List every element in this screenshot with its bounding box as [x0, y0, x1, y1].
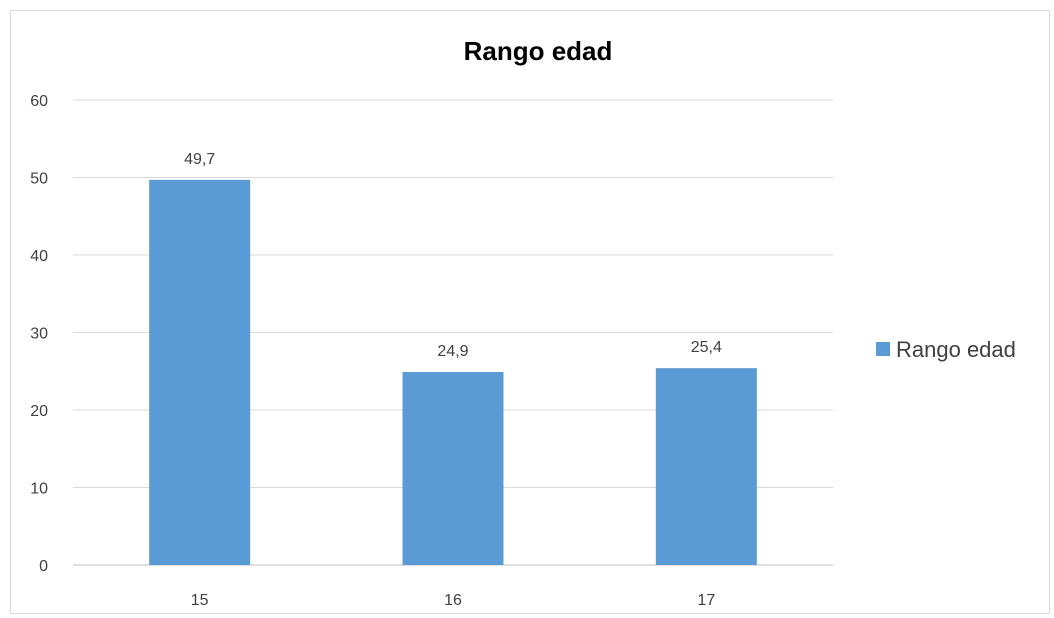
- y-tick-label: 50: [30, 171, 48, 188]
- legend-swatch: [876, 342, 890, 356]
- bars: [149, 179, 757, 565]
- data-labels: 49,7 24,9 25,4: [184, 151, 722, 360]
- x-tick-label-16: 16: [444, 592, 462, 609]
- y-tick-label: 0: [39, 558, 48, 575]
- data-label-16: 24,9: [437, 343, 468, 360]
- chart-title: Rango edad: [464, 36, 613, 66]
- x-axis-ticks: 15 16 17: [191, 592, 716, 609]
- y-tick-label: 30: [30, 326, 48, 343]
- y-tick-label: 60: [30, 93, 48, 110]
- bar-15[interactable]: [149, 179, 251, 565]
- legend[interactable]: Rango edad: [876, 337, 1016, 362]
- bar-17[interactable]: [655, 368, 757, 565]
- data-label-15: 49,7: [184, 151, 215, 168]
- y-tick-label: 10: [30, 481, 48, 498]
- y-tick-label: 40: [30, 248, 48, 265]
- data-label-17: 25,4: [691, 339, 722, 356]
- x-tick-label-17: 17: [697, 592, 715, 609]
- bar-16[interactable]: [402, 372, 504, 565]
- y-tick-label: 20: [30, 403, 48, 420]
- legend-label-rango-edad: Rango edad: [896, 337, 1016, 362]
- y-axis-ticks: 0 10 20 30 40 50 60: [30, 93, 48, 575]
- x-tick-label-15: 15: [191, 592, 209, 609]
